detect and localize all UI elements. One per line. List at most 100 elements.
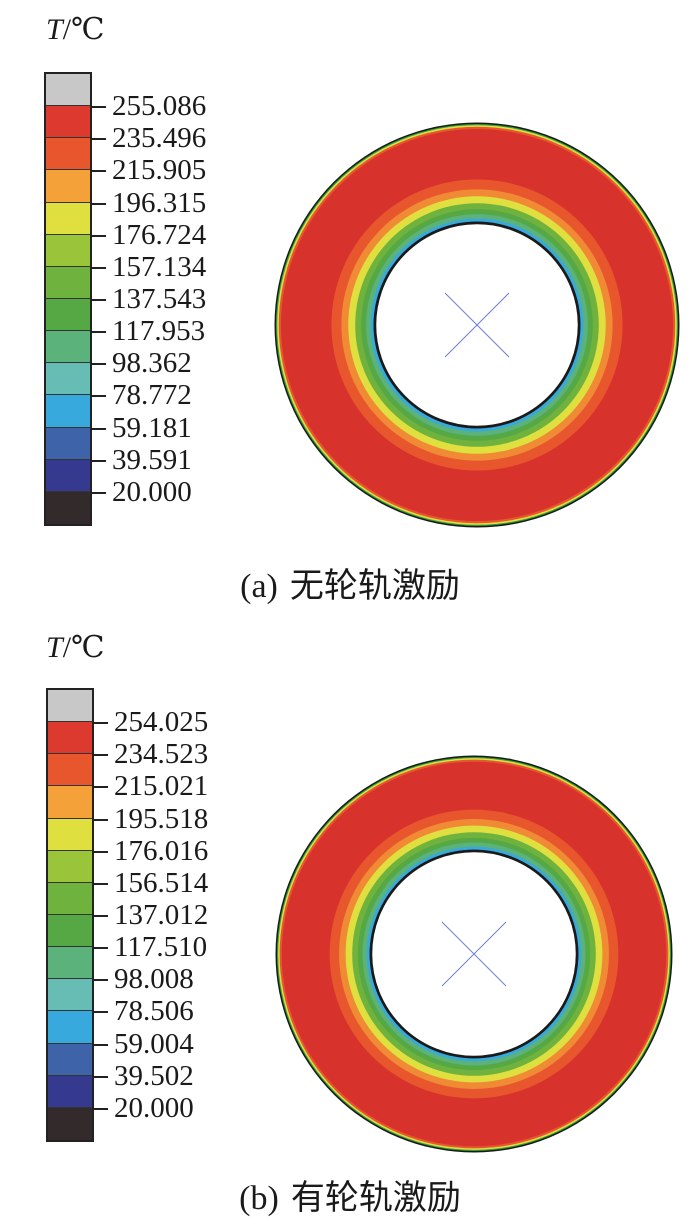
tick-mark [94, 979, 108, 982]
legend-value: 59.181 [112, 411, 192, 444]
tick-mark [92, 491, 106, 494]
legend-swatch [48, 850, 92, 883]
legend-swatch [48, 1043, 92, 1076]
tick-mark [92, 459, 106, 462]
legend-swatch [46, 331, 90, 364]
tick-mark [92, 427, 106, 430]
unit-symbol: T [46, 13, 63, 46]
tick-mark [92, 106, 106, 109]
tick-mark [92, 363, 106, 366]
tick-mark [94, 850, 108, 853]
legend-swatch [46, 170, 90, 203]
tick-mark [94, 1043, 108, 1046]
tick-mark [92, 138, 106, 141]
tick-mark [94, 1011, 108, 1014]
tick-mark [92, 331, 106, 334]
tick-mark [92, 266, 106, 269]
legend-swatch [48, 914, 92, 948]
tick-mark [94, 947, 108, 950]
legend-swatch [48, 979, 92, 1012]
tick-mark [92, 395, 106, 398]
caption-text: 有轮轨激励 [290, 1180, 461, 1217]
legend-swatch [46, 491, 90, 524]
legend-value: 156.514 [114, 866, 209, 899]
tick-mark [94, 915, 108, 917]
legend-value: 157.134 [112, 250, 207, 283]
unit-label: T/℃ [46, 630, 105, 665]
legend-swatch [48, 1107, 92, 1140]
legend-value: 98.008 [114, 963, 194, 996]
legend-swatch [46, 74, 90, 107]
legend-value: 20.000 [112, 475, 192, 508]
tick-mark [94, 818, 108, 821]
legend-value: 254.025 [114, 706, 209, 739]
legend-value: 176.016 [114, 834, 209, 867]
legend-swatch [46, 266, 90, 299]
legend-value: 20.000 [114, 1091, 194, 1124]
legend-swatch [46, 202, 90, 235]
tick-mark [92, 202, 106, 205]
legend-value: 78.506 [114, 995, 194, 1028]
legend-swatch [48, 786, 92, 819]
caption-text: 无轮轨激励 [289, 568, 460, 605]
legend-swatch [48, 1011, 92, 1044]
legend-value: 195.518 [114, 802, 209, 835]
tick-mark [92, 299, 106, 301]
temperature-ring-contour [274, 122, 680, 528]
legend-swatch [48, 754, 92, 787]
caption-label: (a) [240, 568, 278, 605]
legend-swatch [46, 363, 90, 396]
legend-swatch [46, 234, 90, 267]
tick-mark [94, 1107, 108, 1110]
unit-suffix: /℃ [62, 631, 105, 664]
legend-value: 196.315 [112, 186, 207, 219]
legend-swatch [46, 395, 90, 428]
caption: (b) 有轮轨激励 [0, 1170, 700, 1219]
tick-mark [92, 234, 106, 237]
legend-value: 137.012 [114, 899, 209, 931]
panel-b: T/℃ 254.025 234.523 215.021 195.518 176.016 1… [0, 618, 700, 1224]
legend-value: 39.591 [112, 443, 192, 476]
legend-value: 117.953 [112, 315, 206, 348]
caption: (a) 无轮轨激励 [0, 558, 700, 607]
unit-label: T/℃ [46, 12, 105, 47]
legend-value: 215.021 [114, 770, 209, 803]
center-cross-line [444, 292, 510, 358]
legend-swatch [48, 882, 92, 915]
legend-swatch [46, 298, 90, 332]
legend-value: 78.772 [112, 379, 192, 412]
legend-value: 255.086 [112, 90, 207, 123]
tick-mark [94, 754, 108, 757]
legend-swatch [46, 427, 90, 460]
caption-label: (b) [239, 1180, 279, 1217]
color-legend-bar [46, 688, 94, 1142]
legend-value: 176.724 [112, 218, 207, 251]
tick-mark [94, 882, 108, 885]
legend-swatch [48, 947, 92, 980]
color-legend-bar [44, 72, 92, 526]
legend-value: 215.905 [112, 154, 207, 187]
temperature-ring-contour [275, 755, 673, 1153]
legend-value: 235.496 [112, 122, 207, 155]
tick-mark [94, 786, 108, 789]
panel-a: T/℃ 255.086 235.496 215.905 196.315 176.724 1… [0, 12, 700, 607]
unit-suffix: /℃ [62, 13, 105, 46]
legend-value: 137.543 [112, 283, 207, 315]
tick-mark [94, 722, 108, 725]
legend-value: 234.523 [114, 738, 209, 771]
legend-swatch [48, 722, 92, 755]
legend-swatch [46, 106, 90, 139]
legend-swatch [48, 690, 92, 723]
legend-value: 39.502 [114, 1059, 194, 1092]
legend-value: 117.510 [114, 931, 208, 964]
legend-value: 98.362 [112, 347, 192, 380]
legend-swatch [48, 1075, 92, 1108]
center-cross-line [441, 921, 507, 987]
legend-swatch [46, 138, 90, 171]
legend-swatch [48, 818, 92, 851]
legend-value: 59.004 [114, 1027, 194, 1060]
tick-mark [94, 1075, 108, 1078]
legend-swatch [46, 459, 90, 492]
unit-symbol: T [46, 631, 63, 664]
tick-mark [92, 170, 106, 173]
